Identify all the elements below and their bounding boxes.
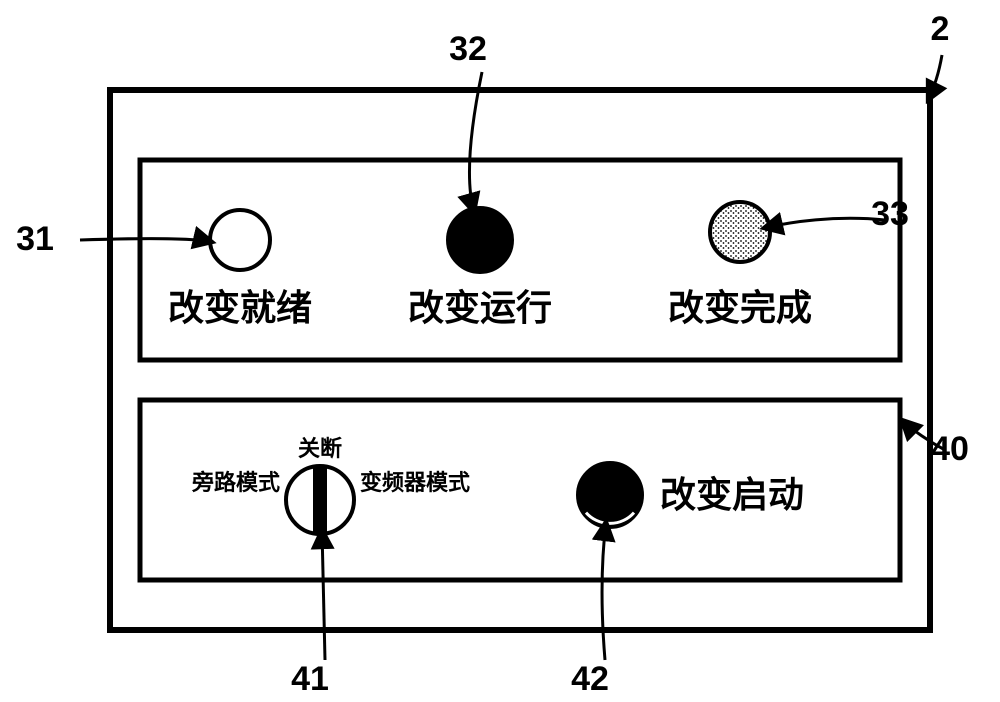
- ref-42: 42: [571, 660, 609, 698]
- start-button[interactable]: [578, 463, 642, 527]
- mode-switch-inverter-label: 变频器模式: [360, 470, 470, 495]
- mode-switch-off-label: 关断: [298, 436, 342, 461]
- indicator-running: [448, 208, 512, 272]
- start-button-label: 改变启动: [660, 474, 804, 515]
- indicator-running-label: 改变运行: [408, 287, 552, 328]
- ref-2: 2: [931, 10, 950, 48]
- mode-switch-pointer: [313, 468, 327, 532]
- ref-32: 32: [449, 30, 487, 68]
- leader-2: [928, 55, 942, 100]
- indicator-complete-label: 改变完成: [668, 287, 812, 328]
- ref-33: 33: [871, 195, 909, 233]
- indicator-ready-label: 改变就绪: [168, 287, 312, 328]
- mode-switch-bypass-label: 旁路模式: [191, 470, 280, 495]
- leader-33: [764, 218, 885, 228]
- leader-31: [80, 239, 212, 242]
- leader-41: [322, 530, 325, 660]
- ref-31: 31: [16, 220, 54, 258]
- indicator-ready: [210, 210, 270, 270]
- indicator-complete: [710, 202, 770, 262]
- ref-40: 40: [931, 430, 969, 468]
- ref-41: 41: [291, 660, 329, 698]
- leader-42: [602, 522, 606, 660]
